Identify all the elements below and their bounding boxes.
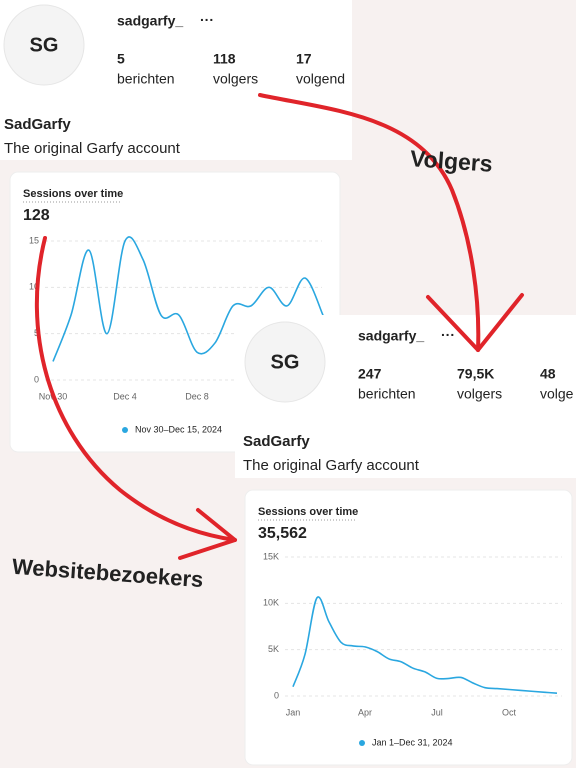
stat-label: volgend <box>296 71 345 87</box>
legend-swatch <box>122 427 128 433</box>
bio: The original Garfy account <box>4 140 181 157</box>
legend-label: Nov 30–Dec 15, 2024 <box>135 424 222 434</box>
username: sadgarfy_ <box>117 13 183 29</box>
chart-title: Sessions over time <box>23 188 123 200</box>
stat-label: volgers <box>457 386 502 402</box>
avatar-initials: SG <box>271 351 300 373</box>
stat-label: berichten <box>117 71 175 87</box>
line-series <box>52 236 324 362</box>
chart-title: Sessions over time <box>258 506 358 518</box>
y-tick-label: 10 <box>29 282 39 292</box>
stat-label: volgers <box>213 71 258 87</box>
y-tick-label: 0 <box>34 374 39 384</box>
total: 35,562 <box>258 525 307 542</box>
chart-card: Sessions over time 35,562 0 5K 10K 15K Jan Apr J… <box>244 489 573 766</box>
profile-card: SG sadgarfy_ ··· 5 berichten 118 volgers 17 volg… <box>0 0 352 160</box>
line-series <box>292 596 558 695</box>
y-tick-label: 10K <box>263 598 279 608</box>
stat-value: 247 <box>358 366 382 382</box>
total: 128 <box>23 207 50 224</box>
more-menu: ··· <box>441 327 455 343</box>
y-tick-label: 15K <box>263 551 279 561</box>
x-tick-label: Dec 4 <box>113 391 137 401</box>
x-tick-label: Apr <box>358 707 372 717</box>
stat-value: 118 <box>213 51 236 67</box>
stat-value: 5 <box>117 51 125 67</box>
more-menu: ··· <box>200 12 214 28</box>
bio: The original Garfy account <box>243 457 420 474</box>
stat-value: 48 <box>540 366 556 382</box>
arrow <box>34 236 237 542</box>
x-tick-label: Oct <box>502 707 517 717</box>
x-tick-label: Jan <box>286 707 301 717</box>
avatar <box>3 4 85 86</box>
y-tick-label: 15 <box>29 235 39 245</box>
profile-card: SG sadgarfy_ ··· 247 berichten 79,5K volgers 48… <box>235 315 576 478</box>
legend-label: Jan 1–Dec 31, 2024 <box>372 737 453 747</box>
stat-label: volge <box>540 386 574 402</box>
arrow <box>258 93 481 352</box>
avatar-initials: SG <box>30 34 59 56</box>
arrowhead <box>426 293 524 352</box>
y-tick-label: 0 <box>274 690 279 700</box>
avatar <box>244 321 326 403</box>
arrowhead <box>178 508 237 560</box>
stat-label: berichten <box>358 386 416 402</box>
stat-value: 17 <box>296 51 312 67</box>
stat-value: 79,5K <box>457 366 494 382</box>
legend-swatch <box>359 740 365 746</box>
display-name: SadGarfy <box>4 116 71 133</box>
x-tick-label: Jul <box>431 707 443 717</box>
username: sadgarfy_ <box>358 328 424 344</box>
annotation: Volgers <box>409 145 493 177</box>
x-tick-label: Dec 8 <box>185 391 209 401</box>
y-tick-label: 5K <box>268 644 279 654</box>
display-name: SadGarfy <box>243 433 310 450</box>
